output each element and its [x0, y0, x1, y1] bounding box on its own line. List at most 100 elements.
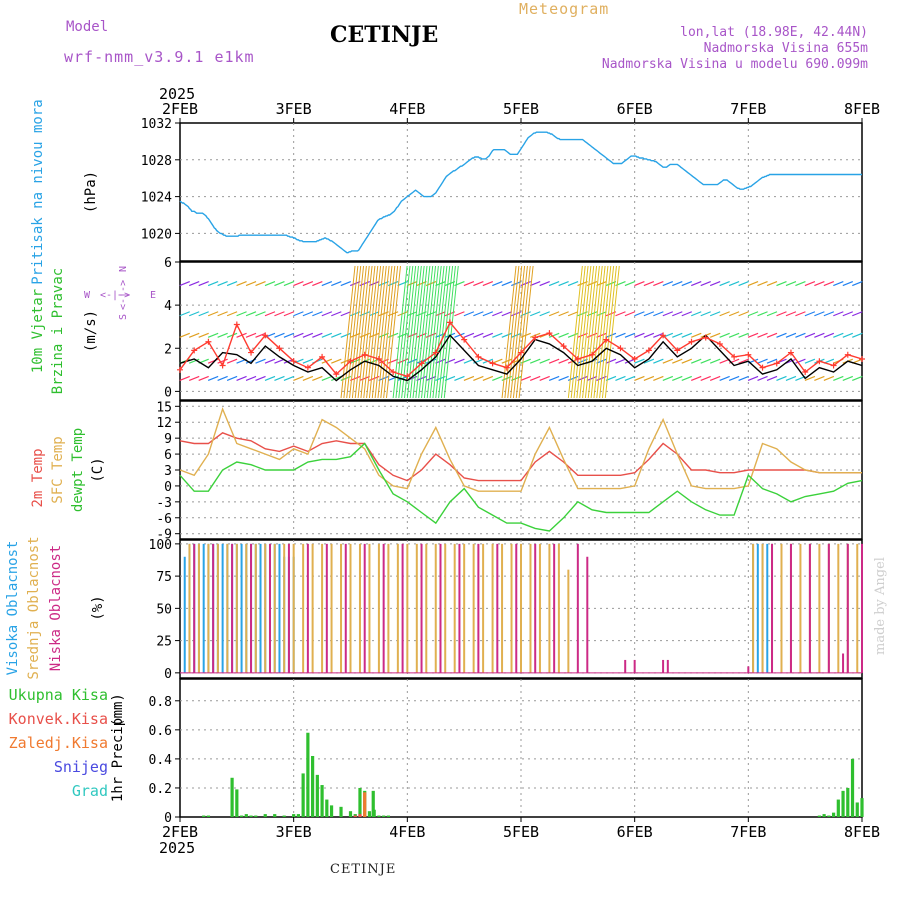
wind-compass: N <-|-> S W <-|-> E [84, 266, 156, 320]
wind-arrow [473, 311, 484, 317]
wind-arrow [236, 281, 247, 287]
cloud-bar [363, 543, 366, 673]
precipitation-ytick-label: 0.8 [149, 695, 172, 710]
cloud-bar [311, 543, 314, 673]
cloud-bar [406, 543, 409, 673]
precip-legend-item: Snijeg [54, 758, 108, 776]
wind-arrow [852, 311, 863, 317]
wind-burst-arrow [504, 265, 520, 399]
wind-arrow [681, 311, 692, 317]
wind-arrow [416, 332, 427, 338]
wind-arrow [340, 332, 351, 338]
wind-gust-marker [375, 356, 382, 363]
wind-burst-arrow [374, 265, 390, 399]
cloud-bar [510, 543, 513, 673]
precip-bar [846, 787, 850, 817]
cloud-unit: (%) [90, 595, 106, 620]
cloud-ytick-label: 0 [164, 667, 172, 682]
wind-arrow [539, 311, 550, 317]
wind-arrow [823, 375, 835, 381]
wind-arrow [852, 375, 863, 381]
wind-arrow [207, 375, 219, 381]
wind-burst-arrow [435, 265, 451, 399]
wind-arrow [672, 375, 683, 381]
cloud-bar [368, 543, 371, 673]
temperature-ytick-label: 12 [156, 416, 172, 431]
wind-arrow [321, 332, 333, 338]
wind-arrow [340, 358, 351, 364]
wind-arrow [179, 311, 190, 317]
wind-arrow [624, 311, 636, 317]
wind-arrow [217, 332, 228, 338]
wind-burst-arrow [604, 265, 620, 399]
wind-burst-arrow [510, 265, 526, 399]
precip-bar [202, 815, 206, 817]
wind-arrow [757, 311, 768, 317]
wind-burst-arrow [380, 265, 396, 399]
wind-arrow [643, 375, 655, 381]
wind-gust-marker [532, 334, 539, 341]
wind-arrow [681, 332, 692, 338]
wind-gust-marker [432, 349, 439, 356]
cloud-bar [202, 543, 205, 673]
wind-arrow [264, 375, 276, 381]
wind-arrow [302, 281, 314, 287]
cloud-bar [278, 543, 281, 673]
station-title: CETINJE [330, 22, 439, 48]
cloud-bar [520, 543, 522, 673]
cloud-bar [534, 543, 537, 673]
wind-arrow [757, 375, 768, 381]
wind-arrow [378, 358, 389, 364]
wind-gust-marker [546, 330, 553, 337]
precip-bar [377, 815, 381, 817]
wind-gust-marker [177, 366, 183, 373]
wind-arrow [738, 332, 749, 338]
wind-arrow [757, 332, 768, 338]
wind-arrow [624, 375, 636, 381]
x-tick-label-bottom: 4FEB [389, 823, 425, 841]
wind-arrow [226, 358, 238, 364]
wind-gust-marker [702, 334, 709, 341]
cloud-bar [349, 543, 352, 673]
precip-bar [306, 732, 310, 817]
wind-arrow [198, 281, 209, 287]
cloud-bar [761, 543, 764, 673]
cloud-bar [439, 543, 442, 673]
wind-gust-marker [319, 353, 326, 360]
wind-arrow [198, 311, 209, 317]
cloud-bar [538, 543, 541, 673]
cloud-bar [458, 543, 461, 673]
wind-burst-arrow [426, 265, 442, 399]
wind-arrow [312, 332, 323, 338]
wind-burst-arrow [429, 265, 445, 399]
x-tick-label-top: 4FEB [389, 100, 425, 118]
wind-arrow [188, 332, 200, 338]
wind-arrow [406, 281, 418, 287]
location-coordinates: lon,lat (18.98E, 42.44N) [680, 25, 868, 40]
wind-arrow [709, 332, 721, 338]
wind-burst-arrow [377, 265, 393, 399]
wind-arrow [766, 358, 778, 364]
precip-bar [850, 758, 855, 817]
precipitation-panel: 0 0.2 0.4 0.6 0.8 [149, 678, 863, 826]
wind-arrow [548, 311, 560, 317]
wind-arrow [814, 332, 825, 338]
cloud-ytick-label: 100 [149, 538, 172, 553]
cloud-bar [808, 543, 811, 673]
precip-bar [817, 815, 821, 817]
wind-arrow [681, 375, 692, 381]
wind-arrow [728, 375, 740, 381]
wind-arrow [492, 281, 503, 287]
wind-arrow [188, 375, 200, 381]
wind-gust-marker [603, 336, 610, 343]
temp-ylabel-dewpt: dewpt Temp [70, 428, 86, 512]
wind-arrow [321, 375, 333, 381]
wind-burst-arrow [418, 265, 434, 399]
cloud-bar [344, 543, 347, 673]
precip-bar [855, 802, 859, 817]
cloud-bar [259, 543, 262, 673]
cloud-bar [283, 543, 286, 673]
wind-arrow [188, 311, 200, 317]
wind-burst-arrow [587, 265, 603, 399]
